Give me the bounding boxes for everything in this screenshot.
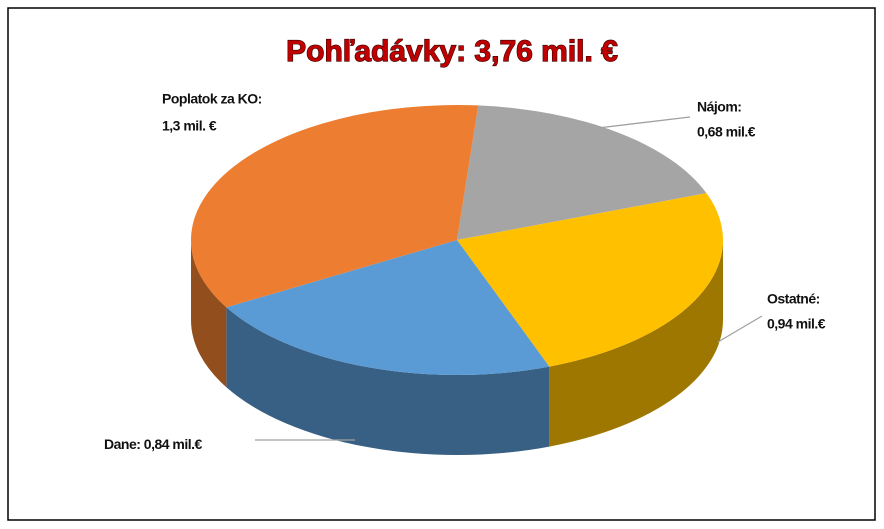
slice-side [191, 240, 227, 388]
value-label: 0,94 mil.€ [767, 316, 826, 332]
slice-side [549, 240, 723, 447]
slice-side [226, 307, 550, 456]
value-label: 0,84 mil.€ [144, 436, 203, 452]
value-label: 0,68 mil.€ [697, 124, 756, 140]
category-label: Nájom: [697, 99, 741, 115]
slice [457, 193, 724, 367]
chart-title: Pohľadávky: 3,76 mil. € [286, 35, 618, 68]
slice [457, 105, 707, 241]
category-label: Dane: [104, 436, 140, 452]
slice [191, 105, 479, 308]
slice [226, 240, 550, 375]
pie [191, 105, 724, 456]
leader-line [597, 116, 691, 129]
category-label: Poplatok za KO: [162, 91, 262, 107]
leader-line [717, 315, 763, 343]
category-label: Ostatné: [767, 291, 820, 307]
value-label: 1,3 mil. € [162, 118, 217, 134]
data-label: Dane: 0,84 mil.€ [104, 436, 203, 452]
